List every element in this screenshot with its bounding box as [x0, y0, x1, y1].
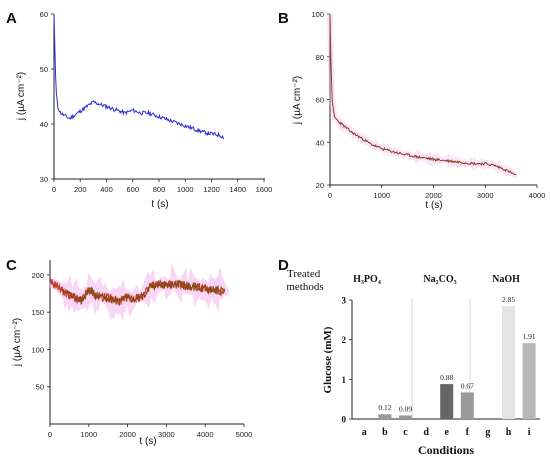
chart-b-series — [327, 13, 518, 178]
chart-d-category-g: g — [485, 427, 490, 438]
chart-d-data-label-h: 2.85 — [502, 295, 515, 304]
chart-c-x-tick-label: 2000 — [119, 430, 136, 439]
chart-b-x-tick-label: 0 — [328, 191, 332, 200]
chart-b-y-tick-label: 40 — [316, 138, 324, 147]
chart-d-category-f: f — [466, 427, 470, 438]
chart-c-x-tick-label: 0 — [48, 430, 52, 439]
chart-b-series-line — [329, 13, 517, 176]
chart-panel-d: Treated methods H₃PO₄ Na₂CO₃ NaOH 0 1 2 3 a… — [286, 268, 540, 457]
chart-d-title-line-2: methods — [286, 281, 323, 293]
chart-d-data-label-b: 0.12 — [378, 403, 391, 412]
chart-b-y-tick-label: 60 — [316, 96, 324, 105]
chart-a-ylabel: j (µA cm⁻²) — [16, 72, 27, 121]
chart-a-series — [53, 13, 225, 140]
chart-a-x-tick-label: 400 — [100, 185, 113, 194]
chart-c-y-tick-label: 200 — [31, 271, 44, 280]
chart-panel-b: 0 1000 2000 3000 4000 20 40 60 80 100 t (s) j (µA… — [292, 10, 545, 211]
chart-d-title-line-1: Treated — [287, 268, 321, 280]
chart-c-x-tick-label: 3000 — [158, 430, 175, 439]
chart-c-xlabel: t (s) — [139, 436, 156, 447]
chart-c-series — [48, 263, 230, 321]
chart-d-data-label-i: 1.91 — [523, 332, 536, 341]
panel-label-c: C — [6, 257, 17, 274]
chart-a-y-tick-label: 40 — [40, 120, 48, 129]
chart-c-series-line — [49, 280, 226, 307]
chart-d-group-naoh: NaOH — [492, 274, 520, 285]
chart-d-category-b: b — [382, 427, 388, 438]
chart-d-bar-e — [440, 384, 454, 419]
chart-c-ylabel: j (µA cm⁻²) — [12, 318, 23, 367]
chart-d-y-tick-label: 2 — [342, 335, 347, 345]
chart-d-category-h: h — [506, 427, 512, 438]
chart-b-x-tick-label: 4000 — [529, 191, 546, 200]
chart-a-y-tick-label: 50 — [40, 65, 48, 74]
chart-d-bar-b — [378, 414, 392, 419]
chart-d-y-tick-label: 1 — [342, 375, 347, 385]
panel-label-d: D — [278, 257, 289, 274]
chart-c-y-tick-label: 50 — [36, 383, 44, 392]
chart-c-x-tick-label: 1000 — [80, 430, 97, 439]
chart-d-category-a: a — [362, 427, 367, 438]
chart-b-y-tick-label: 20 — [316, 181, 324, 190]
chart-panel-c: 0 1000 2000 3000 4000 5000 50 100 150 200 t (s) j… — [12, 260, 252, 447]
chart-c-y-tick-label: 100 — [31, 345, 44, 354]
chart-c-ticks: 0 1000 2000 3000 4000 5000 50 100 150 200 — [31, 271, 252, 439]
chart-a-x-tick-label: 1600 — [256, 185, 273, 194]
chart-b-y-tick-label: 80 — [316, 53, 324, 62]
chart-a-x-tick-label: 1000 — [177, 185, 194, 194]
chart-d-ticks: 0 1 2 3 — [342, 296, 352, 425]
chart-d-group-h3po4: H₃PO₄ — [353, 274, 381, 285]
chart-a-xlabel: t (s) — [151, 199, 168, 210]
chart-a-x-tick-label: 0 — [52, 185, 56, 194]
chart-d-ylabel: Glucose (mM) — [322, 326, 334, 393]
chart-b-x-tick-label: 2000 — [425, 191, 442, 200]
chart-c-x-tick-label: 5000 — [236, 430, 253, 439]
chart-c-y-tick-label: 150 — [31, 308, 44, 317]
chart-b-noise-band — [327, 13, 518, 178]
panel-label-b: B — [278, 10, 289, 27]
chart-d-title: Treated methods — [286, 268, 323, 293]
chart-d-y-tick-label: 3 — [342, 296, 347, 306]
chart-d-bar-i — [522, 343, 536, 419]
chart-a-ticks: 0 200 400 600 800 1000 1200 1400 1600 30 40 50 60 — [40, 10, 273, 194]
chart-a-x-tick-label: 200 — [74, 185, 87, 194]
chart-d-xlabel: Conditions — [418, 443, 474, 457]
chart-c-x-tick-label: 4000 — [197, 430, 214, 439]
chart-d-category-c: c — [403, 427, 408, 438]
chart-d-category-i: i — [528, 427, 531, 438]
chart-d-group-na2co3: Na₂CO₃ — [423, 274, 456, 285]
chart-d-data-label-c: 0.09 — [399, 404, 412, 413]
chart-b-xlabel: t (s) — [425, 200, 442, 211]
chart-panel-a: 0 200 400 600 800 1000 1200 1400 1600 30 40 50 60 t … — [16, 10, 272, 210]
chart-d-category-d: d — [423, 427, 429, 438]
panel-label-a: A — [6, 10, 17, 27]
chart-a-x-tick-label: 600 — [126, 185, 139, 194]
chart-d-bars: a 0.12 b 0.09 c d 0.88 e 0.67 f g 2.85 h 1.91 i — [362, 295, 536, 438]
chart-a-x-tick-label: 1400 — [229, 185, 246, 194]
chart-a-x-tick-label: 800 — [153, 185, 166, 194]
chart-d-bar-f — [460, 392, 474, 419]
chart-a-series-line — [53, 13, 225, 140]
chart-b-ylabel: j (µA cm⁻²) — [292, 76, 303, 125]
chart-a-x-tick-label: 1200 — [203, 185, 220, 194]
chart-a-y-tick-label: 60 — [40, 10, 48, 19]
chart-b-y-tick-label: 100 — [311, 10, 324, 19]
chart-d-category-e: e — [444, 427, 449, 438]
chart-a-y-tick-label: 30 — [40, 175, 48, 184]
chart-d-data-label-e: 0.88 — [440, 373, 453, 382]
chart-b-x-tick-label: 3000 — [477, 191, 494, 200]
chart-d-bar-c — [399, 415, 412, 419]
chart-d-bar-h — [502, 305, 515, 419]
chart-d-data-label-f: 0.67 — [461, 381, 474, 390]
chart-d-y-tick-label: 0 — [342, 415, 347, 425]
chart-b-x-tick-label: 1000 — [373, 191, 390, 200]
